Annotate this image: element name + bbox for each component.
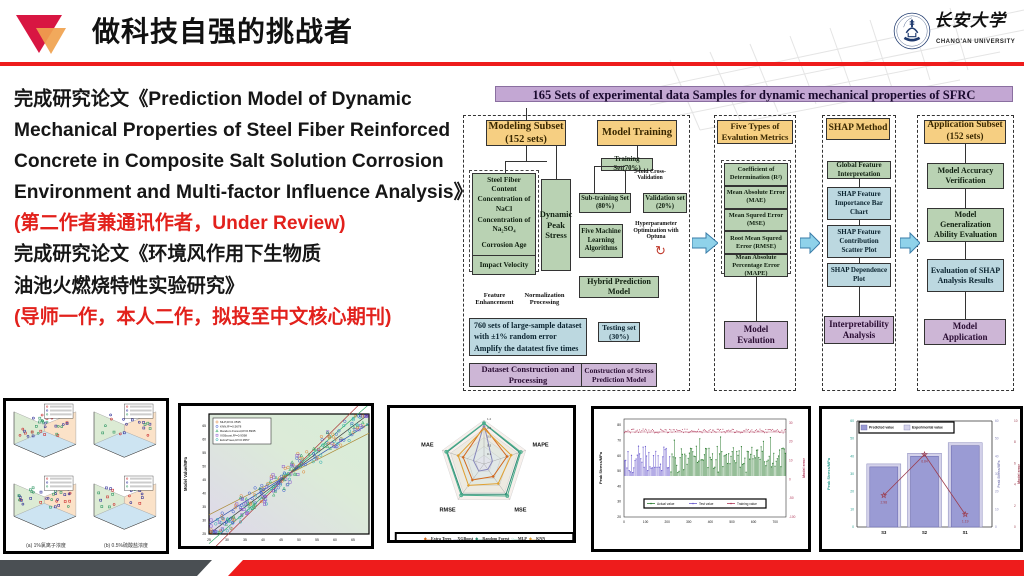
svg-text:0: 0 [623,520,625,524]
svg-text:30: 30 [617,500,621,504]
svg-text:400: 400 [708,520,714,524]
svg-text:(b) 0.5%硫酸盐浓度: (b) 0.5%硫酸盐浓度 [104,542,148,549]
svg-text:10: 10 [789,459,793,463]
svg-text:300: 300 [686,520,692,524]
svg-text:KNN,R²=0.5678: KNN,R²=0.5678 [220,425,242,429]
svg-text:S1: S1 [963,530,969,535]
svg-text:Training value: Training value [737,502,757,506]
svg-text:MSE: MSE [514,508,526,514]
svg-text:6: 6 [1014,461,1016,465]
svg-text:55: 55 [315,538,319,542]
svg-text:25: 25 [202,532,206,536]
svg-text:Peak Stress/MPa: Peak Stress/MPa [826,457,831,490]
svg-text:50: 50 [297,538,301,542]
svg-text:25: 25 [207,538,211,542]
svg-text:Sample number: Sample number [690,548,720,552]
svg-text:MAE: MAE [421,443,434,449]
svg-text:70: 70 [617,438,621,442]
svg-text:30: 30 [202,519,206,523]
svg-text:Model Value/MPa: Model Value/MPa [183,456,188,491]
svg-text:40: 40 [995,454,999,458]
svg-text:6.84: 6.84 [921,460,928,464]
svg-text:Random Forest,R²=0.8935: Random Forest,R²=0.8935 [220,429,256,433]
svg-text:40: 40 [850,454,854,458]
svg-text:200: 200 [665,520,671,524]
svg-text:R²: R² [481,408,487,409]
svg-text:4: 4 [1014,483,1016,487]
svg-text:-50: -50 [789,496,794,500]
svg-text:40: 40 [617,484,621,488]
svg-text:0: 0 [789,477,791,481]
svg-text:1.19: 1.19 [962,519,969,523]
svg-text:0: 0 [1014,525,1016,529]
svg-text:0: 0 [852,525,854,529]
svg-text:65: 65 [202,424,206,428]
svg-text:500: 500 [729,520,735,524]
svg-text:60: 60 [202,438,206,442]
svg-text:20: 20 [617,515,621,519]
svg-text:MLP,R²=0.3535: MLP,R²=0.3535 [220,420,241,424]
svg-text:700: 700 [773,520,779,524]
svg-text:0.5: 0.5 [487,435,492,439]
svg-text:1.2: 1.2 [487,417,492,421]
svg-text:60: 60 [995,419,999,423]
svg-text:Experimental value: Experimental value [912,426,943,430]
svg-text:50: 50 [202,465,206,469]
svg-text:10: 10 [850,507,854,511]
svg-text:2.98: 2.98 [880,500,887,504]
svg-text:8: 8 [1014,440,1016,444]
svg-text:30: 30 [850,472,854,476]
svg-text:-100: -100 [789,515,796,519]
svg-text:600: 600 [751,520,757,524]
svg-text:30: 30 [225,538,229,542]
svg-text:0: 0 [995,525,997,529]
svg-text:XGBoost,R²=0.9398: XGBoost,R²=0.9398 [220,433,247,437]
svg-text:60: 60 [333,538,337,542]
svg-text:Predicted value: Predicted value [869,426,894,430]
svg-text:20: 20 [850,490,854,494]
svg-text:0.3: 0.3 [487,443,492,447]
svg-text:40: 40 [202,492,206,496]
svg-text:65: 65 [351,538,355,542]
svg-text:20: 20 [995,490,999,494]
svg-text:45: 45 [202,478,206,482]
svg-text:80: 80 [617,423,621,427]
svg-text:55: 55 [202,451,206,455]
svg-text:0.9: 0.9 [487,426,492,430]
svg-text:0.1: 0.1 [487,452,492,456]
svg-text:Test value: Test value [699,502,714,506]
svg-text:Peak Stress/MPa: Peak Stress/MPa [997,460,1001,487]
svg-text:Peak Stress/MPa: Peak Stress/MPa [598,451,603,484]
svg-text:RMSE: RMSE [440,508,456,514]
svg-text:20: 20 [789,440,793,444]
svg-text:S2: S2 [922,530,928,535]
svg-text:40: 40 [261,538,265,542]
svg-text:Model error: Model error [1017,464,1021,484]
svg-text:(a) 1%氯离子浓度: (a) 1%氯离子浓度 [26,542,66,549]
svg-text:ExtraTrees,R²=0.9557: ExtraTrees,R²=0.9557 [220,438,250,442]
svg-text:50: 50 [850,437,854,441]
svg-text:45: 45 [279,538,283,542]
svg-text:30: 30 [789,421,793,425]
svg-text:Model error: Model error [802,458,806,478]
svg-text:S3: S3 [881,530,887,535]
svg-text:10: 10 [995,507,999,511]
svg-text:60: 60 [850,419,854,423]
svg-text:50: 50 [995,437,999,441]
svg-text:50: 50 [617,469,621,473]
svg-text:10: 10 [1014,419,1018,423]
svg-text:35: 35 [202,505,206,509]
svg-text:60: 60 [617,454,621,458]
svg-text:35: 35 [243,538,247,542]
svg-text:2: 2 [1014,504,1016,508]
svg-text:Actual value: Actual value [657,502,675,506]
svg-text:MAPE: MAPE [533,443,549,449]
svg-text:100: 100 [643,520,649,524]
svg-text:Actual Value/MPa: Actual Value/MPa [272,546,307,549]
